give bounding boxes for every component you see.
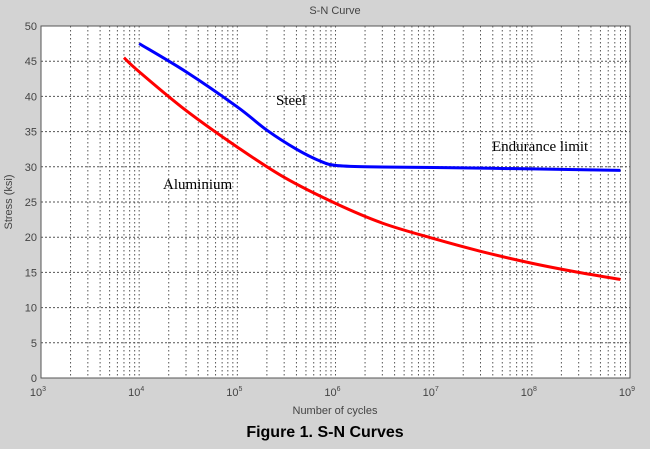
y-tick-label: 40 (25, 91, 37, 103)
series-line-steel (138, 42, 621, 172)
x-tick-exponent: 5 (239, 386, 243, 393)
x-tick-exponent: 6 (337, 386, 341, 393)
y-tick-label: 20 (25, 232, 37, 244)
x-tick-label: 109 (619, 386, 635, 399)
y-tick-label: 15 (25, 267, 37, 279)
x-tick-exponent: 8 (533, 386, 537, 393)
x-tick-label: 105 (226, 386, 242, 399)
y-tick-label: 35 (25, 127, 37, 139)
series-line-aluminium (122, 56, 621, 281)
x-tick-exponent: 4 (140, 386, 144, 393)
figure-caption: Figure 1. S-N Curves (246, 424, 404, 441)
annotation-endurance-limit: Endurance limit (492, 139, 589, 155)
x-tick-label: 104 (128, 386, 144, 399)
x-tick-exponent: 3 (42, 386, 46, 393)
y-tick-label: 45 (25, 56, 37, 68)
grid (41, 26, 630, 378)
chart-title: S-N Curve (309, 5, 360, 17)
x-axis-label: Number of cycles (293, 405, 378, 417)
x-tick-label: 103 (30, 386, 46, 399)
y-axis-label: Stress (ksi) (3, 175, 15, 230)
y-tick-label: 25 (25, 197, 37, 209)
y-tick-label: 50 (25, 21, 37, 33)
x-tick-exponent: 7 (435, 386, 439, 393)
annotation-aluminium: Aluminium (163, 177, 233, 193)
series-layer (122, 42, 621, 281)
y-tick-label: 30 (25, 162, 37, 174)
x-tick-label: 108 (521, 386, 537, 399)
annotation-steel: Steel (276, 93, 306, 109)
plot-frame (40, 25, 631, 379)
x-tick-label: 106 (324, 386, 340, 399)
x-tick-label: 107 (423, 386, 439, 399)
y-tick-label: 5 (31, 338, 37, 350)
x-tick-exponent: 9 (631, 386, 635, 393)
y-tick-label: 10 (25, 303, 37, 315)
y-tick-label: 0 (31, 373, 37, 385)
